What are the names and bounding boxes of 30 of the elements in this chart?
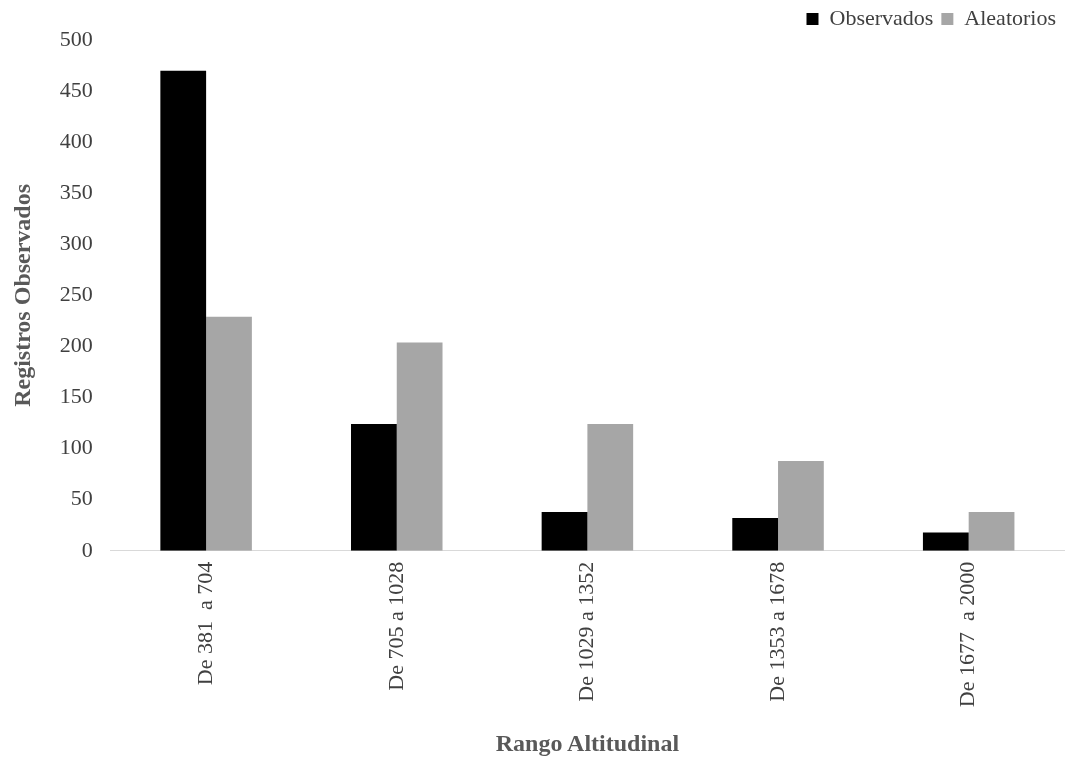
y-tick-label: 200 xyxy=(59,332,93,358)
y-tick-label: 450 xyxy=(59,76,93,102)
y-tick-label: 100 xyxy=(59,434,93,460)
y-axis-title: Registros Observados xyxy=(8,183,35,407)
y-tick-label: 0 xyxy=(81,536,93,562)
y-tick-label: 400 xyxy=(59,127,93,153)
bar xyxy=(587,424,634,551)
bar xyxy=(160,70,207,551)
y-tick-label: 500 xyxy=(59,25,93,51)
x-tick-label: De 705 a 1028 xyxy=(382,561,408,691)
x-tick-label: De 1677 a 2000 xyxy=(954,561,980,708)
bar xyxy=(922,532,969,551)
legend-label: Observados xyxy=(829,4,934,30)
bar xyxy=(396,342,443,551)
x-tick-label: De 1029 a 1352 xyxy=(573,561,599,702)
bar xyxy=(732,518,779,551)
bar xyxy=(351,424,397,551)
y-tick-label: 150 xyxy=(59,383,93,409)
bar xyxy=(778,460,824,551)
x-tick-label: De 1353 a 1678 xyxy=(763,561,789,702)
y-tick-label: 300 xyxy=(59,230,93,256)
y-tick-label: 350 xyxy=(59,179,93,205)
legend-label: Aleatorios xyxy=(964,4,1057,30)
bar xyxy=(541,511,588,551)
x-axis-title: Rango Altitudinal xyxy=(495,729,680,756)
y-tick-label: 250 xyxy=(59,281,93,307)
bar xyxy=(968,511,1015,551)
x-tick-label: De 381 a 704 xyxy=(191,561,217,686)
y-tick-label: 50 xyxy=(70,485,93,511)
bar xyxy=(206,316,252,551)
